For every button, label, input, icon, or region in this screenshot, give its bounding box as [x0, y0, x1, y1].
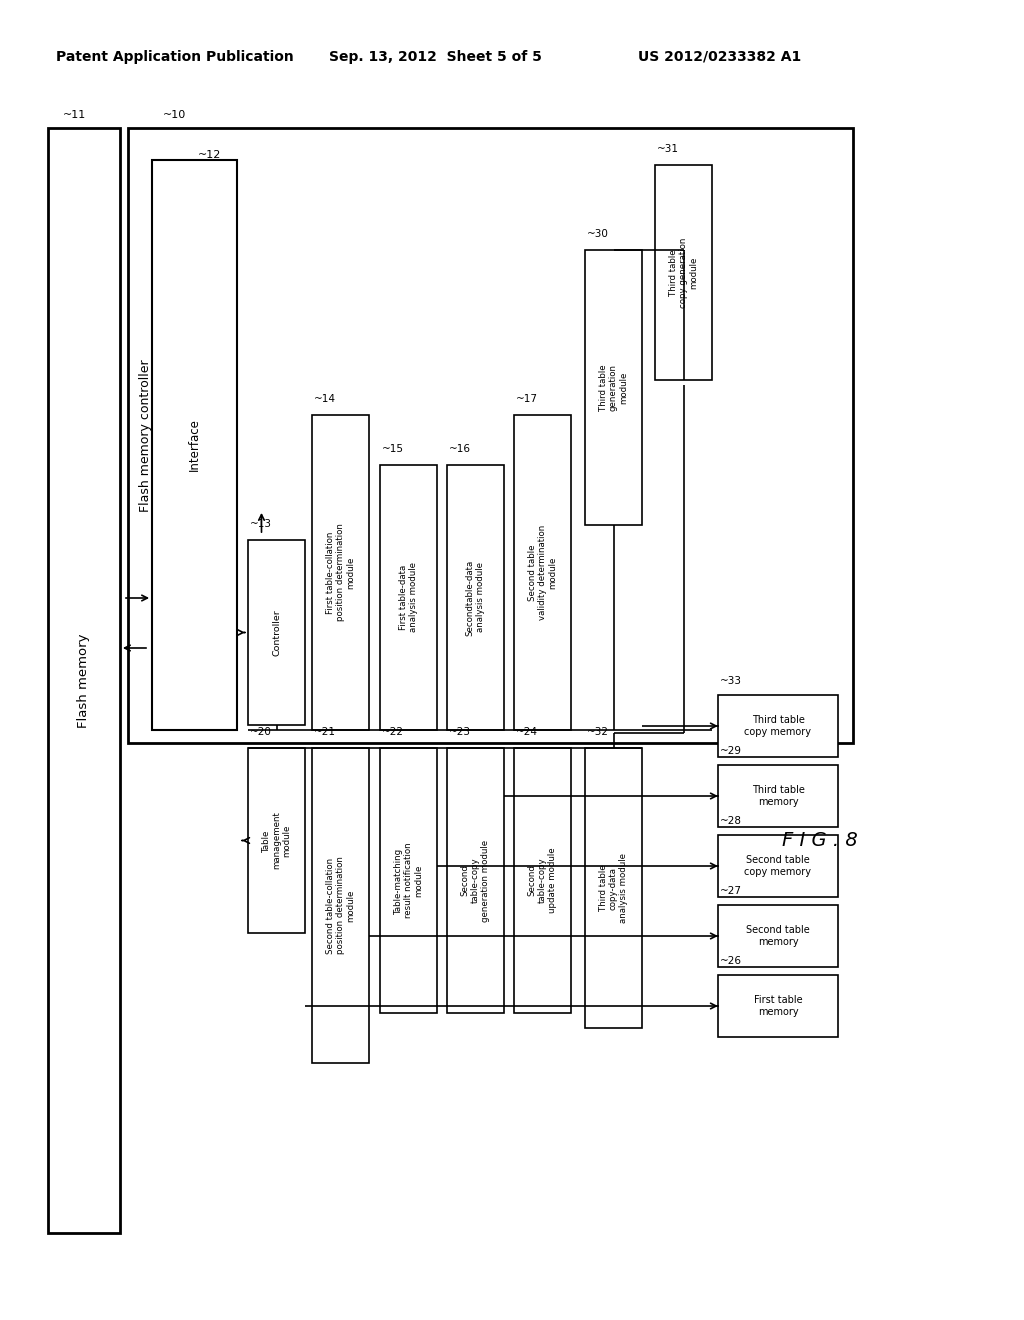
Text: Second table
memory: Second table memory	[746, 925, 810, 946]
Bar	[585, 748, 642, 1028]
Text: Third table
copy generation
module: Third table copy generation module	[669, 238, 698, 308]
Text: Third table
generation
module: Third table generation module	[599, 364, 629, 411]
Text: ~27: ~27	[720, 886, 742, 896]
Text: ~21: ~21	[314, 727, 336, 737]
Bar	[248, 540, 305, 725]
Text: ~22: ~22	[382, 727, 404, 737]
Bar	[312, 748, 369, 1063]
Bar	[514, 414, 571, 730]
Text: ~16: ~16	[449, 444, 471, 454]
Bar	[585, 249, 642, 525]
Text: Flash memory: Flash memory	[78, 634, 90, 727]
Bar	[447, 748, 504, 1012]
Text: Secondtable-data
analysis module: Secondtable-data analysis module	[466, 560, 485, 636]
Text: ~20: ~20	[250, 727, 272, 737]
Text: ~31: ~31	[657, 144, 679, 154]
Bar	[447, 465, 504, 730]
Bar	[718, 696, 838, 756]
Text: ~14: ~14	[314, 393, 336, 404]
Bar	[380, 748, 437, 1012]
Text: Table
management
module: Table management module	[261, 812, 292, 870]
Text: ~15: ~15	[382, 444, 404, 454]
Text: Second
table-copy
update module: Second table-copy update module	[527, 847, 557, 913]
Text: First table-data
analysis module: First table-data analysis module	[398, 562, 418, 632]
Text: ~32: ~32	[587, 727, 609, 737]
Bar	[718, 836, 838, 898]
Text: Flash memory controller: Flash memory controller	[139, 359, 153, 512]
Text: Third table
copy memory: Third table copy memory	[744, 715, 811, 737]
Bar	[48, 128, 120, 1233]
Bar	[655, 165, 712, 380]
Text: F I G . 8: F I G . 8	[782, 830, 858, 850]
Text: Table-matching
result notification
module: Table-matching result notification modul…	[393, 842, 423, 919]
Bar	[380, 465, 437, 730]
Text: ~23: ~23	[449, 727, 471, 737]
Text: ~10: ~10	[164, 110, 186, 120]
Text: ~12: ~12	[198, 150, 221, 160]
Text: First table
memory: First table memory	[754, 995, 803, 1016]
Text: ~17: ~17	[516, 393, 538, 404]
Text: ~24: ~24	[516, 727, 538, 737]
Bar	[248, 748, 305, 933]
Text: ~33: ~33	[720, 676, 742, 686]
Bar	[718, 975, 838, 1038]
Text: ~26: ~26	[720, 956, 742, 966]
Text: Third table
copy-data
analysis module: Third table copy-data analysis module	[599, 853, 629, 923]
Text: Second
table-copy
generation module: Second table-copy generation module	[461, 840, 490, 921]
Text: ~30: ~30	[587, 228, 609, 239]
Text: ~28: ~28	[720, 816, 742, 826]
Bar	[312, 414, 369, 730]
Text: US 2012/0233382 A1: US 2012/0233382 A1	[638, 50, 802, 63]
Text: Interface: Interface	[188, 418, 201, 471]
Bar	[152, 160, 237, 730]
Text: ~13: ~13	[250, 519, 272, 529]
Text: Controller: Controller	[272, 609, 281, 656]
Bar	[128, 128, 853, 743]
Text: ~29: ~29	[720, 746, 742, 756]
Text: Sep. 13, 2012  Sheet 5 of 5: Sep. 13, 2012 Sheet 5 of 5	[329, 50, 542, 63]
Text: Second table
validity determination
module: Second table validity determination modu…	[527, 525, 557, 620]
Text: Patent Application Publication: Patent Application Publication	[56, 50, 294, 63]
Bar	[514, 748, 571, 1012]
Text: ~11: ~11	[63, 110, 87, 120]
Bar	[718, 906, 838, 968]
Text: First table-collation
position determination
module: First table-collation position determina…	[326, 524, 355, 622]
Text: Second table-collation
position determination
module: Second table-collation position determin…	[326, 857, 355, 954]
Text: Second table
copy memory: Second table copy memory	[744, 855, 811, 876]
Text: Third table
memory: Third table memory	[752, 785, 805, 807]
Bar	[718, 766, 838, 828]
